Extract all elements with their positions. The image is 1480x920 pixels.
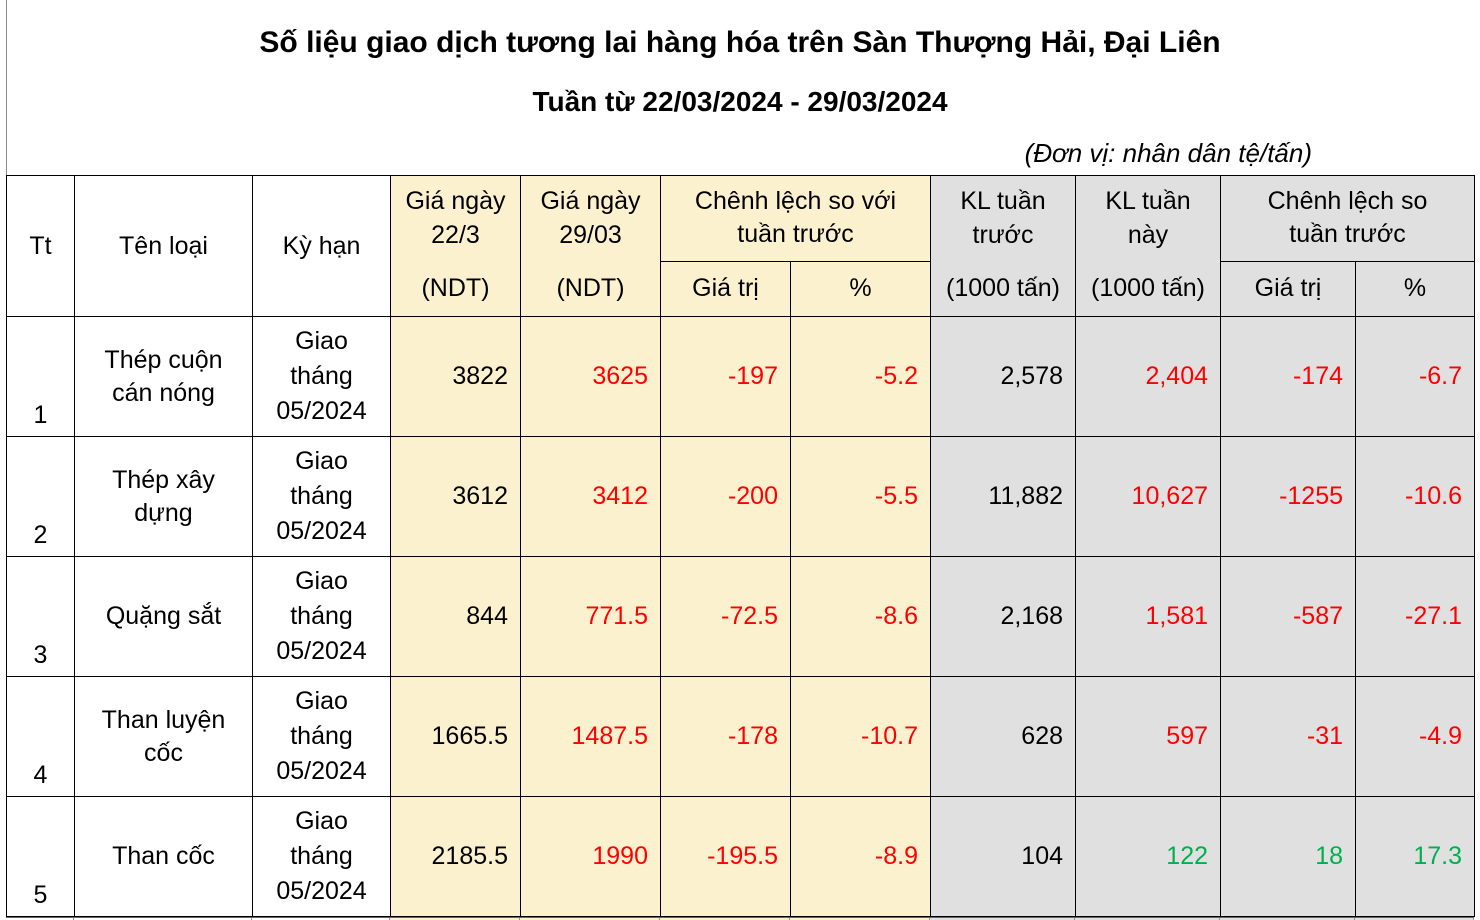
cell-tt: 4	[6, 676, 75, 797]
cell-diff-value: -195.5	[660, 796, 791, 917]
col-header-kl-tuan-truoc: KL tuần trước (1000 tấn)	[930, 175, 1077, 317]
col-header-tt: Tt	[6, 175, 75, 317]
cell-vol-this: 2,404	[1075, 316, 1222, 437]
cell-vol-diff-value: -174	[1220, 316, 1357, 437]
col-header-kl-truoc-label: KL tuần trước	[960, 186, 1046, 249]
col-header-gia-22: Giá ngày 22/3 (NDT)	[390, 175, 521, 317]
cell-commodity-name: Quặng sắt	[74, 556, 253, 677]
cell-diff-pct: -8.9	[789, 796, 932, 917]
table-row: 3 Quặng sắt Giao tháng 05/2024 844 771.5…	[6, 556, 1476, 677]
cell-diff-pct: -5.2	[789, 316, 932, 437]
cell-price-22: 844	[390, 556, 521, 677]
col-header-kl-tuan-nay: KL tuần này (1000 tấn)	[1075, 175, 1222, 317]
cell-commodity-name: Thép cuộn cán nóng	[74, 316, 253, 437]
cell-vol-diff-pct: 17.3	[1355, 796, 1476, 917]
next-row-sliver	[6, 917, 1474, 920]
cell-tt: 2	[6, 436, 75, 557]
page-subtitle: Tuần từ 22/03/2024 - 29/03/2024	[532, 86, 948, 117]
table-row: 4 Than luyện cốc Giao tháng 05/2024 1665…	[6, 676, 1476, 797]
cell-commodity-name: Thép xây dựng	[74, 436, 253, 557]
cell-term: Giao tháng 05/2024	[252, 436, 391, 557]
cell-tt: 1	[6, 316, 75, 437]
cell-vol-prev: 11,882	[930, 436, 1077, 557]
cell-vol-diff-pct: -4.9	[1355, 676, 1476, 797]
cell-term: Giao tháng 05/2024	[252, 676, 391, 797]
col-header-gia-29-unit: (NDT)	[556, 274, 625, 302]
cell-vol-diff-value: -31	[1220, 676, 1357, 797]
cell-vol-diff-pct: -10.6	[1355, 436, 1476, 557]
cell-price-22: 3822	[390, 316, 521, 437]
subheader-percent-volume: %	[1355, 260, 1476, 318]
cell-diff-pct: -10.7	[789, 676, 932, 797]
cell-vol-this: 122	[1075, 796, 1222, 917]
cell-price-22: 1665.5	[390, 676, 521, 797]
table-row: 5 Than cốc Giao tháng 05/2024 2185.5 199…	[6, 796, 1476, 917]
cell-vol-diff-value: -587	[1220, 556, 1357, 677]
cell-vol-diff-value: 18	[1220, 796, 1357, 917]
subheader-percent-price: %	[789, 260, 932, 318]
futures-table: Tt Tên loại Kỳ hạn Giá ngày 22/3 (NDT) G…	[6, 175, 1476, 917]
cell-vol-this: 1,581	[1075, 556, 1222, 677]
subheader-gia-tri-volume: Giá trị	[1220, 260, 1357, 318]
cell-price-29: 1990	[520, 796, 661, 917]
page-title: Số liệu giao dịch tương lai hàng hóa trê…	[259, 26, 1221, 59]
cell-diff-value: -72.5	[660, 556, 791, 677]
cell-vol-this: 10,627	[1075, 436, 1222, 557]
col-header-ky-han: Kỳ hạn	[252, 175, 391, 317]
col-header-kl-nay-unit: (1000 tấn)	[1091, 274, 1205, 302]
cell-price-29: 1487.5	[520, 676, 661, 797]
col-header-gia-22-unit: (NDT)	[421, 274, 490, 302]
col-header-chenh-lech-so-tuan-truoc: Chênh lệch so tuần trước	[1220, 175, 1476, 262]
cell-vol-prev: 2,168	[930, 556, 1077, 677]
cell-vol-diff-pct: -27.1	[1355, 556, 1476, 677]
cell-price-29: 771.5	[520, 556, 661, 677]
cell-price-22: 3612	[390, 436, 521, 557]
cell-commodity-name: Than luyện cốc	[74, 676, 253, 797]
col-header-gia-29-label: Giá ngày 29/03	[540, 186, 641, 249]
cell-vol-this: 597	[1075, 676, 1222, 797]
cell-term: Giao tháng 05/2024	[252, 796, 391, 917]
cell-tt: 3	[6, 556, 75, 677]
cell-term: Giao tháng 05/2024	[252, 316, 391, 437]
cell-vol-diff-value: -1255	[1220, 436, 1357, 557]
col-header-ten-loai: Tên loại	[74, 175, 253, 317]
subheader-gia-tri-price: Giá trị	[660, 260, 791, 318]
cell-term: Giao tháng 05/2024	[252, 556, 391, 677]
cell-price-29: 3412	[520, 436, 661, 557]
cell-vol-diff-pct: -6.7	[1355, 316, 1476, 437]
cell-vol-prev: 104	[930, 796, 1077, 917]
cell-diff-pct: -8.6	[789, 556, 932, 677]
unit-note: (Đơn vị: nhân dân tệ/tấn)	[1024, 138, 1312, 168]
cell-tt: 5	[6, 796, 75, 917]
cell-vol-prev: 628	[930, 676, 1077, 797]
col-header-gia-29: Giá ngày 29/03 (NDT)	[520, 175, 661, 317]
col-header-kl-nay-label: KL tuần này	[1105, 186, 1191, 249]
cell-diff-value: -178	[660, 676, 791, 797]
col-header-gia-22-label: Giá ngày 22/3	[405, 186, 506, 249]
table-row: 2 Thép xây dựng Giao tháng 05/2024 3612 …	[6, 436, 1476, 557]
table-row: 1 Thép cuộn cán nóng Giao tháng 05/2024 …	[6, 316, 1476, 437]
col-header-chenh-lech-voi-tuan-truoc: Chênh lệch so với tuần trước	[659, 175, 932, 262]
col-header-kl-truoc-unit: (1000 tấn)	[946, 274, 1060, 302]
cell-price-22: 2185.5	[390, 796, 521, 917]
cell-price-29: 3625	[520, 316, 661, 437]
cell-commodity-name: Than cốc	[74, 796, 253, 917]
table-header: Tt Tên loại Kỳ hạn Giá ngày 22/3 (NDT) G…	[6, 175, 1476, 318]
cell-diff-value: -200	[660, 436, 791, 557]
cell-diff-pct: -5.5	[789, 436, 932, 557]
cell-diff-value: -197	[660, 316, 791, 437]
cell-vol-prev: 2,578	[930, 316, 1077, 437]
